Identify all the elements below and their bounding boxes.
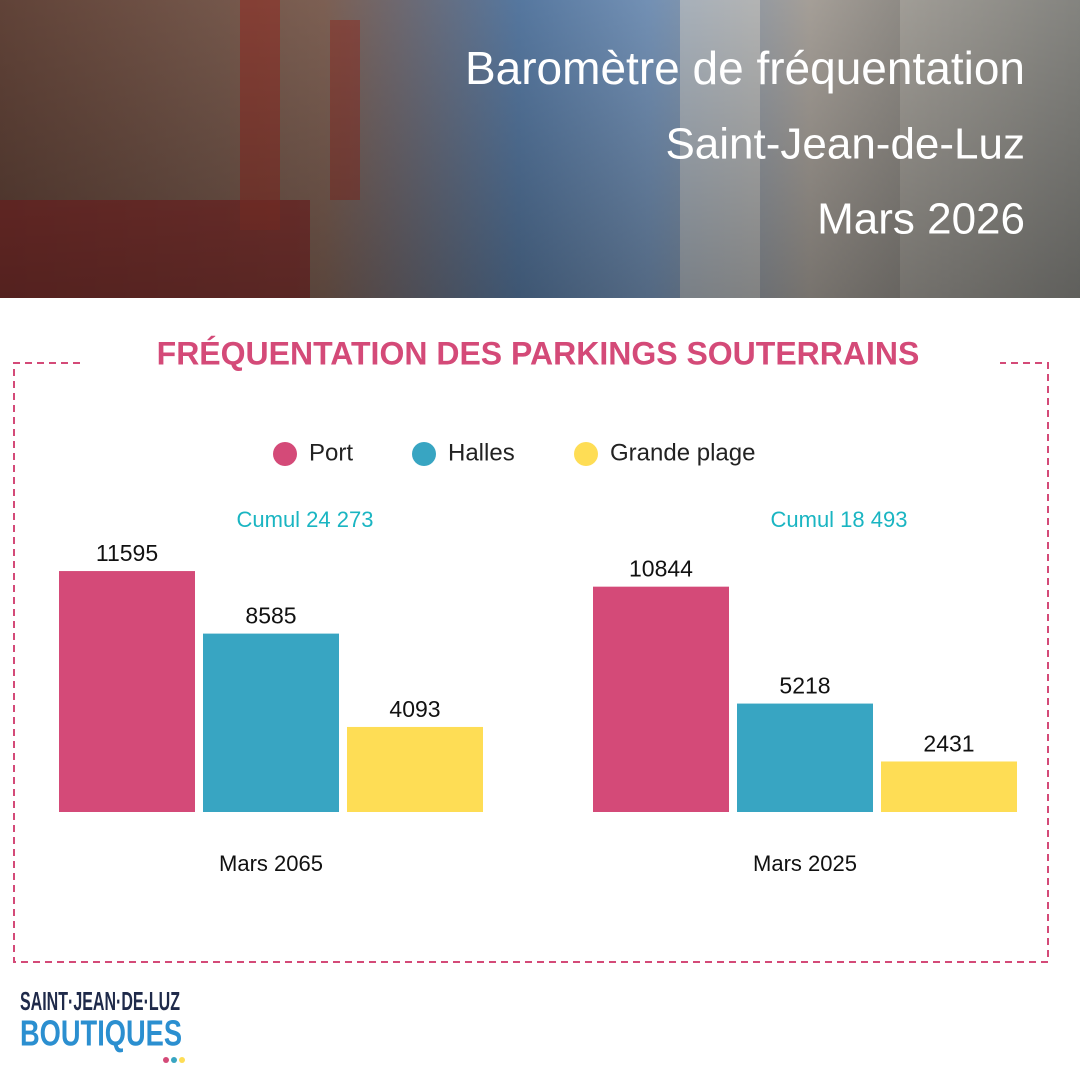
logo-line1: SAINT·JEAN·DE·LUZ — [20, 986, 180, 1016]
category-label: Mars 2065 — [219, 851, 323, 876]
value-label: 5218 — [779, 673, 830, 699]
logo-dot — [171, 1057, 177, 1063]
category-label: Mars 2025 — [753, 851, 857, 876]
bar — [203, 633, 339, 812]
logo-dot — [163, 1057, 169, 1063]
value-label: 4093 — [389, 696, 440, 722]
legend-label: Grande plage — [610, 439, 755, 466]
legend-swatch — [412, 442, 436, 466]
legend-swatch — [574, 442, 598, 466]
bar — [593, 586, 729, 812]
cumul-annotation: Cumul 18 493 — [771, 507, 908, 532]
header-location: Saint-Jean-de-Luz — [665, 120, 1025, 169]
value-label: 11595 — [96, 540, 158, 566]
header-photo — [0, 0, 1080, 298]
value-label: 2431 — [923, 731, 974, 757]
header-period: Mars 2026 — [817, 195, 1025, 244]
bar — [347, 726, 483, 812]
header-title: Baromètre de fréquentation — [465, 42, 1025, 94]
bar — [881, 761, 1017, 812]
logo-line2: BOUTIQUES — [20, 1013, 182, 1054]
legend-label: Port — [309, 439, 353, 466]
bar — [59, 571, 195, 812]
section-title: FRÉQUENTATION DES PARKINGS SOUTERRAINS — [157, 335, 920, 371]
legend-swatch — [273, 442, 297, 466]
legend-label: Halles — [448, 439, 515, 466]
logo-dot — [179, 1057, 185, 1063]
cumul-annotation: Cumul 24 273 — [237, 507, 374, 532]
frame — [13, 362, 1049, 963]
logo: SAINT·JEAN·DE·LUZ BOUTIQUES — [20, 986, 185, 1063]
bar — [737, 703, 873, 812]
value-label: 10844 — [629, 556, 693, 582]
value-label: 8585 — [245, 603, 296, 629]
